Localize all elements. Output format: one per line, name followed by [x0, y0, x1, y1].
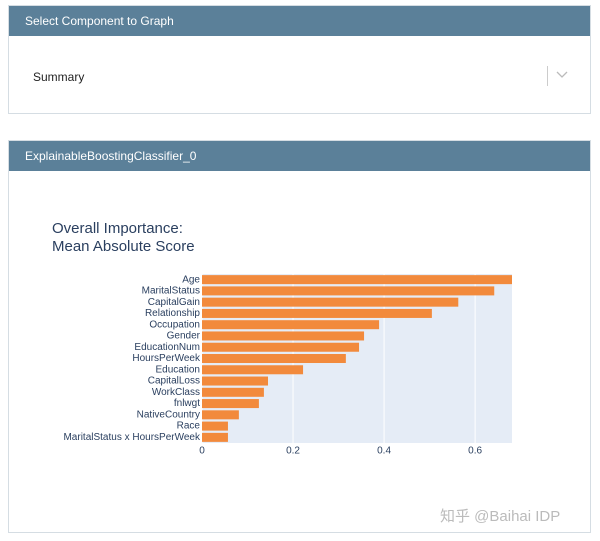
- bar: [202, 432, 228, 442]
- y-tick-label: Relationship: [145, 308, 200, 319]
- watermark: 知乎 @Baihai IDP: [440, 508, 560, 525]
- dropdown-arrow[interactable]: [556, 70, 568, 80]
- separator: [547, 66, 548, 86]
- dropdown-value[interactable]: Summary: [33, 70, 85, 84]
- bar: [202, 308, 432, 318]
- y-tick-label: CapitalGain: [148, 297, 200, 308]
- bar: [202, 320, 380, 330]
- bar: [202, 399, 259, 409]
- bar: [202, 331, 365, 341]
- y-tick-label: Occupation: [149, 319, 200, 330]
- y-tick-label: HoursPerWeek: [132, 353, 201, 364]
- x-tick-label: 0.6: [468, 446, 482, 457]
- x-tick-label: 0.2: [286, 446, 300, 457]
- bar: [202, 387, 264, 397]
- select-panel: Select Component to Graph Summary: [8, 5, 591, 114]
- y-tick-label: MaritalStatus x HoursPerWeek: [63, 432, 201, 443]
- bar: [202, 297, 459, 307]
- y-tick-label: Education: [156, 364, 200, 375]
- y-tick-label: Age: [182, 274, 200, 285]
- bar: [202, 275, 512, 285]
- y-tick-label: MaritalStatus: [142, 286, 200, 297]
- x-tick-label: 0: [199, 446, 205, 457]
- chart-title: Mean Absolute Score: [52, 238, 195, 255]
- panel-header: Select Component to Graph: [9, 6, 590, 36]
- y-tick-label: fnlwgt: [174, 398, 200, 409]
- bar: [202, 353, 346, 364]
- bar: [202, 342, 360, 352]
- bar: [202, 421, 228, 431]
- bar: [202, 286, 495, 296]
- y-tick-label: Race: [177, 421, 201, 432]
- panel-header: ExplainableBoostingClassifier_0: [9, 141, 590, 171]
- chart-title: Overall Importance:: [52, 220, 183, 237]
- bar: [202, 376, 269, 386]
- bar: [202, 365, 304, 375]
- x-tick-label: 0.4: [377, 446, 391, 457]
- y-tick-label: WorkClass: [152, 387, 200, 398]
- y-tick-label: CapitalLoss: [148, 376, 200, 387]
- bar: [202, 410, 239, 420]
- y-tick-label: Gender: [167, 331, 201, 342]
- y-tick-label: NativeCountry: [137, 409, 200, 420]
- y-tick-label: EducationNum: [134, 342, 200, 353]
